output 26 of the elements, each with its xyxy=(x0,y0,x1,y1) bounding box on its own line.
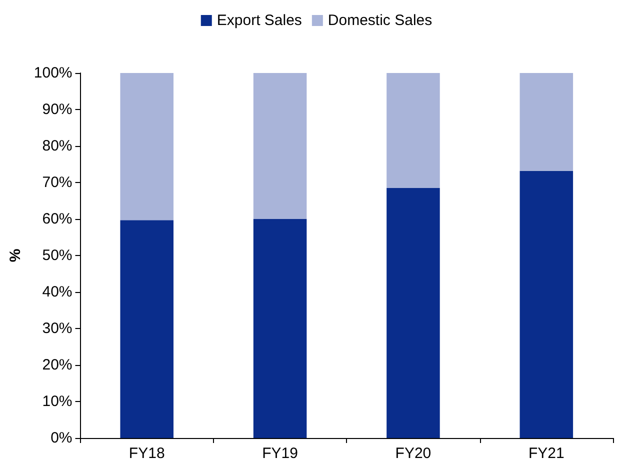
y-tick-label: 10% xyxy=(42,393,72,410)
y-tick-label: 40% xyxy=(42,284,72,300)
x-tick-label: FY21 xyxy=(528,445,564,462)
bar xyxy=(253,73,307,219)
bar xyxy=(253,219,307,438)
y-tick-label: 80% xyxy=(42,138,72,154)
y-tick-label: 50% xyxy=(42,247,72,264)
bar xyxy=(520,73,574,171)
y-tick-label: 70% xyxy=(42,174,72,191)
y-tick-label: 90% xyxy=(42,101,72,118)
y-tick-label: 100% xyxy=(34,64,72,82)
bar xyxy=(386,188,440,438)
x-tick-label: FY19 xyxy=(262,445,298,462)
y-tick-label: 30% xyxy=(42,320,72,337)
bar xyxy=(120,220,174,438)
bar xyxy=(386,73,440,188)
legend-label: Export Sales xyxy=(216,12,302,29)
y-tick-label: 20% xyxy=(42,356,72,374)
y-tick-label: 60% xyxy=(42,210,72,228)
y-tick-label: 0% xyxy=(50,430,72,446)
bar xyxy=(520,170,574,438)
x-tick-label: FY20 xyxy=(395,445,432,462)
bar xyxy=(120,73,174,220)
legend-label: Domestic Sales xyxy=(328,12,432,29)
y-axis-title: % xyxy=(7,248,24,262)
x-tick-label: FY18 xyxy=(128,445,165,462)
